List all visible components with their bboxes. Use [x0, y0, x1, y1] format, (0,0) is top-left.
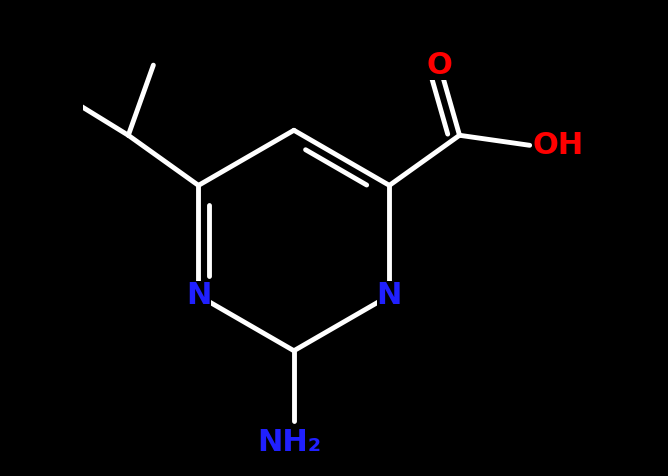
Text: OH: OH: [532, 131, 583, 160]
Text: N: N: [186, 281, 211, 310]
Text: O: O: [427, 50, 452, 79]
Text: N: N: [377, 281, 402, 310]
Text: NH₂: NH₂: [257, 428, 321, 457]
